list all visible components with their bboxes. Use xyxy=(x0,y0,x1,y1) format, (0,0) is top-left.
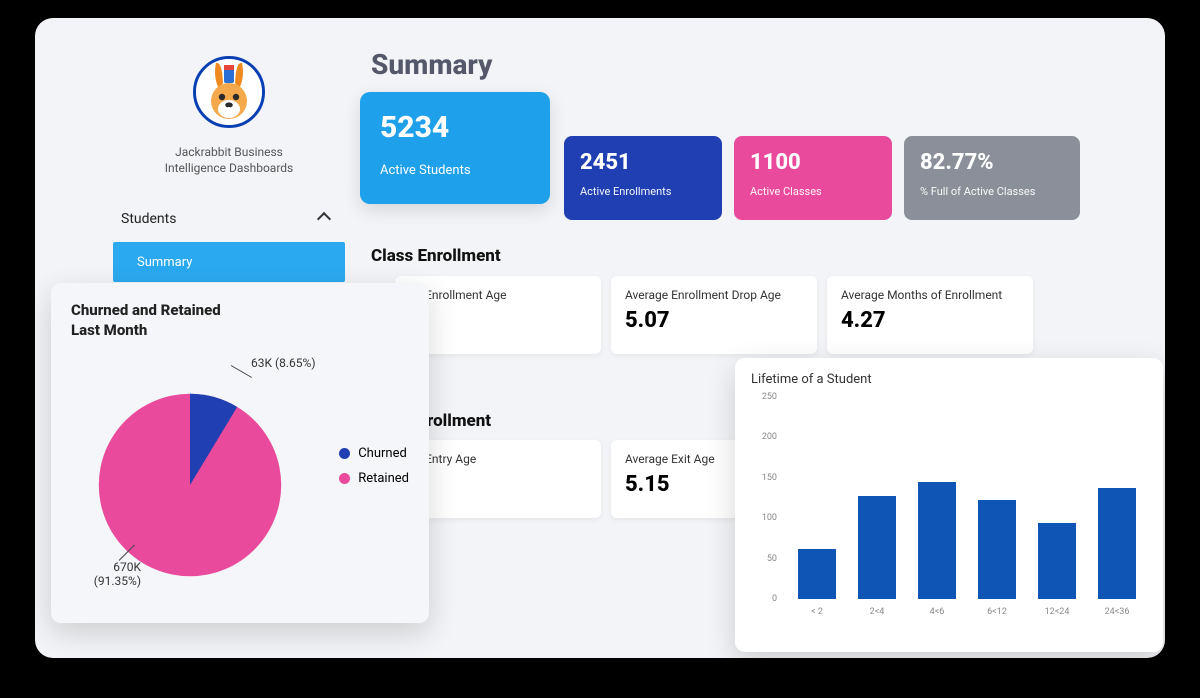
sidebar: Jackrabbit Business Intelligence Dashboa… xyxy=(113,56,345,282)
kpi-active-students-value: 5234 xyxy=(380,110,530,145)
metric-avg-drop-age: Average Enrollment Drop Age 5.07 xyxy=(611,276,817,354)
pie-churn-card: Churned and RetainedLast Month 63K (8.65… xyxy=(51,283,429,623)
metric-avg-months: Average Months of Enrollment 4.27 xyxy=(827,276,1033,354)
chevron-up-icon xyxy=(317,212,331,226)
pie-callout-churned: 63K (8.65%) xyxy=(251,356,316,370)
bar xyxy=(858,496,895,599)
kpi-active-classes[interactable]: 1100 Active Classes xyxy=(734,136,892,220)
pie-title: Churned and RetainedLast Month xyxy=(71,301,409,340)
kpi-active-students-label: Active Students xyxy=(380,163,530,178)
bar-lifetime-card: Lifetime of a Student < 22<44<66<1212<24… xyxy=(735,358,1163,652)
bar-chart: < 22<44<66<1212<2424<36 050100150200250 xyxy=(781,397,1147,623)
kpi-active-enrollments[interactable]: 2451 Active Enrollments xyxy=(564,136,722,220)
kpi-row: 5234 Active Students 2451 Active Enrollm… xyxy=(360,108,1092,220)
nav-students[interactable]: Students xyxy=(113,202,345,236)
pie-callout-retained: 670K(91.35%) xyxy=(71,560,141,588)
nav-summary[interactable]: Summary xyxy=(113,242,345,282)
bar xyxy=(978,500,1015,599)
dashboard-card: Jackrabbit Business Intelligence Dashboa… xyxy=(35,18,1165,658)
bar xyxy=(798,549,835,599)
pie-legend: Churned Retained xyxy=(339,446,409,496)
pie-chart xyxy=(95,390,285,580)
app-name: Jackrabbit Business Intelligence Dashboa… xyxy=(113,144,345,176)
kpi-active-students[interactable]: 5234 Active Students xyxy=(360,92,550,204)
bar xyxy=(1098,488,1135,600)
heading-class-enrollment: Class Enrollment xyxy=(371,246,501,266)
kpi-pct-full[interactable]: 82.77% % Full of Active Classes xyxy=(904,136,1080,220)
bar-title: Lifetime of a Student xyxy=(751,372,1147,387)
nav-students-label: Students xyxy=(121,211,176,227)
bar xyxy=(1038,523,1075,599)
page-title: Summary xyxy=(371,48,492,81)
brand-logo xyxy=(193,56,265,128)
bar xyxy=(918,482,955,599)
